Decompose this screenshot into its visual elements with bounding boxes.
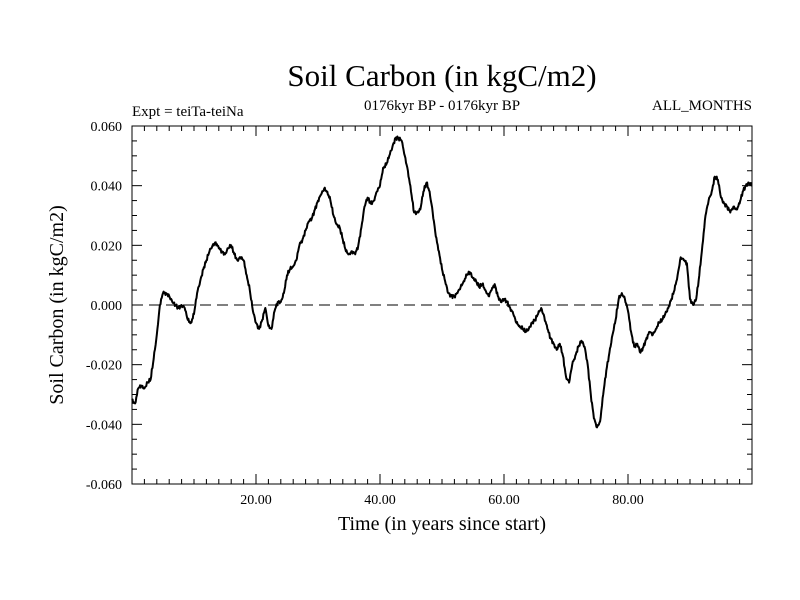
chart-title: Soil Carbon (in kgC/m2) — [287, 58, 596, 93]
y-axis-label: Soil Carbon (in kgC/m2) — [46, 205, 68, 404]
y-tick-label: 0.040 — [91, 180, 123, 195]
x-tick-label: 40.00 — [364, 493, 396, 508]
y-tick-label: 0.060 — [91, 120, 123, 135]
x-tick-label: 80.00 — [612, 493, 644, 508]
x-tick-label: 20.00 — [240, 493, 272, 508]
y-axis-ticks: -0.060 -0.040 -0.020 0.000 0.020 0.040 0.060 — [86, 120, 752, 493]
x-axis-label: Time (in years since start) — [338, 513, 546, 535]
soil-carbon-series-line — [131, 135, 753, 429]
y-tick-label: -0.020 — [86, 359, 122, 374]
y-tick-label: 0.000 — [91, 299, 123, 314]
x-tick-label: 60.00 — [488, 493, 520, 508]
y-tick-label: 0.020 — [91, 239, 123, 254]
x-axis-ticks: 20.00 40.00 60.00 80.00 — [143, 126, 741, 508]
months-label: ALL_MONTHS — [652, 98, 752, 114]
y-tick-label: -0.040 — [86, 418, 122, 433]
experiment-label: Expt = teiTa-teiNa — [132, 104, 244, 120]
period-label: 0176kyr BP - 0176kyr BP — [364, 98, 520, 114]
y-tick-label: -0.060 — [86, 478, 122, 493]
